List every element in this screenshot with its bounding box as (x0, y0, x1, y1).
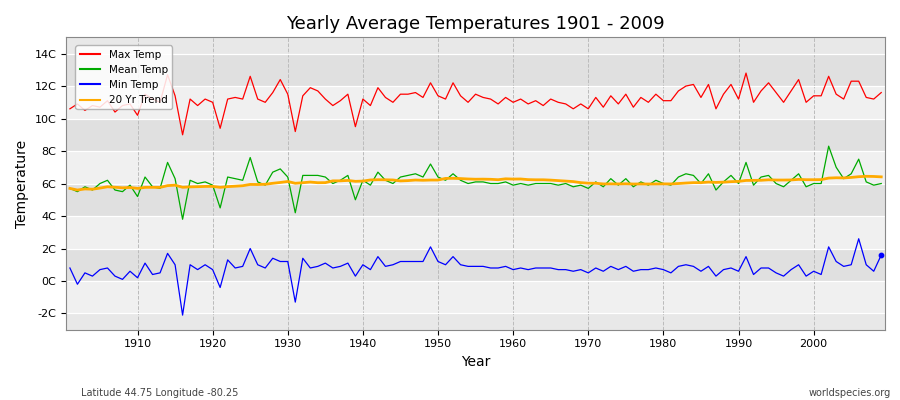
Bar (67, 54, 885, 86)
Bar (67, 86, 885, 118)
Title: Yearly Average Temperatures 1901 - 2009: Yearly Average Temperatures 1901 - 2009 (286, 15, 665, 33)
Text: Latitude 44.75 Longitude -80.25: Latitude 44.75 Longitude -80.25 (81, 388, 239, 398)
Bar (67, 248, 885, 281)
Y-axis label: Temperature: Temperature (15, 140, 29, 228)
Bar (67, 184, 885, 216)
Bar (67, 151, 885, 184)
Bar (67, 216, 885, 248)
Legend: Max Temp, Mean Temp, Min Temp, 20 Yr Trend: Max Temp, Mean Temp, Min Temp, 20 Yr Tre… (76, 46, 172, 110)
X-axis label: Year: Year (461, 355, 491, 369)
Text: worldspecies.org: worldspecies.org (809, 388, 891, 398)
Point (874, 252, 888, 258)
Bar (67, 118, 885, 151)
Bar (67, 281, 885, 314)
